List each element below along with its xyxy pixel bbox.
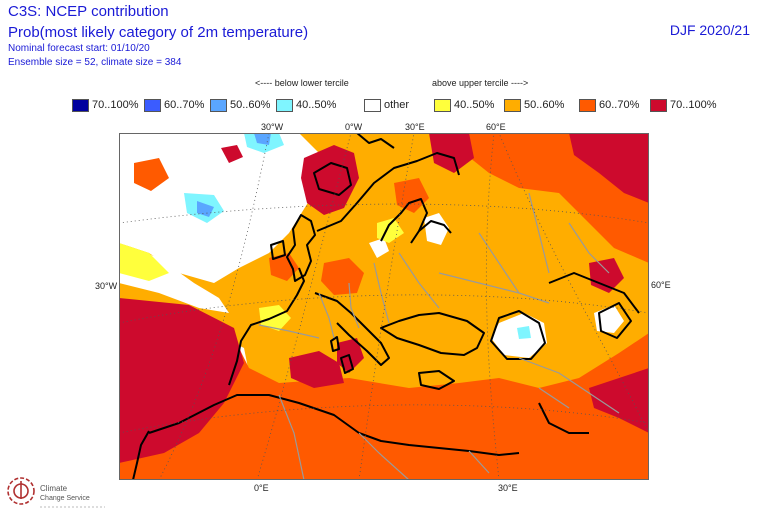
- legend-swatch: [144, 98, 161, 112]
- legend-swatch: [504, 98, 521, 112]
- lon-label-top-30w: 30°W: [261, 122, 284, 132]
- legend-swatch: [276, 98, 293, 112]
- legend-swatch: [434, 98, 451, 112]
- lon-label-bottom-30e: 30°E: [498, 483, 518, 493]
- prob-region-below-50-atlantic: [197, 201, 214, 217]
- below-tercile-label: <---- below lower tercile: [255, 78, 349, 88]
- legend-item: 60..70%: [144, 97, 204, 113]
- legend-label: 70..100%: [92, 99, 139, 111]
- legend-item: 50..60%: [210, 97, 270, 113]
- lon-label-bottom-0e: 0°E: [254, 483, 269, 493]
- legend-label: 70..100%: [670, 99, 717, 111]
- map-subtitle: Prob(most likely category of 2m temperat…: [8, 24, 309, 41]
- prob-region-above-70-siberia: [569, 133, 649, 203]
- copernicus-climate-logo: Climate Change Service: [7, 477, 105, 508]
- map-frame: [119, 133, 649, 480]
- legend-item: 40..50%: [276, 97, 336, 113]
- logo-text-line1: Climate: [40, 484, 68, 493]
- prob-region-above-70-southeast: [589, 368, 649, 433]
- prob-region-above-40-atlantic-1: [119, 243, 169, 281]
- legend-item: 70..100%: [72, 97, 138, 113]
- prob-region-above-70-mediterranean: [289, 351, 344, 388]
- prob-region-below-50-north: [254, 133, 271, 145]
- season-label: DJF 2020/21: [669, 22, 750, 38]
- lon-label-top-60e: 60°E: [486, 122, 506, 132]
- prob-region-above-70-ural: [589, 258, 624, 293]
- legend-item: other: [364, 97, 409, 113]
- map-title: C3S: NCEP contribution: [8, 3, 169, 20]
- lon-label-top-30e: 30°E: [405, 122, 425, 132]
- legend-label: 60..70%: [164, 99, 205, 111]
- country-borders: [258, 192, 620, 480]
- legend-item: 70..100%: [650, 97, 716, 113]
- legend-swatch: [650, 98, 667, 112]
- legend-swatch: [579, 98, 596, 112]
- coastlines: [132, 133, 640, 480]
- nominal-forecast-start: Nominal forecast start: 01/10/20: [8, 43, 150, 54]
- prob-region-above-70-atlantic: [119, 298, 244, 463]
- legend-item: 50..60%: [504, 97, 564, 113]
- graticule: [119, 133, 649, 480]
- prob-region-above-70-tyrrhenian: [337, 338, 364, 373]
- prob-region-above-60-south: [119, 303, 649, 480]
- prob-region-above-60-central: [321, 258, 364, 295]
- legend-item: 60..70%: [579, 97, 639, 113]
- prob-region-above-40-iberia: [259, 305, 291, 331]
- lat-label-right: 60°E: [651, 280, 671, 290]
- prob-region-above-60-west-atlantic: [134, 158, 169, 191]
- prob-region-other-middle: [369, 238, 389, 258]
- legend-label: 50..60%: [524, 99, 565, 111]
- logo-text-line2: Change Service: [40, 495, 90, 502]
- logo-mark-icon: [7, 477, 35, 505]
- probability-map: [119, 133, 649, 480]
- legend-label: 60..70%: [599, 99, 640, 111]
- legend-swatch: [210, 98, 227, 112]
- lon-label-top-0w: 0°W: [345, 122, 363, 132]
- legend-label: 40..50%: [296, 99, 337, 111]
- prob-region-above-70-iceland: [221, 145, 243, 163]
- ensemble-size: Ensemble size = 52, climate size = 384: [8, 57, 182, 68]
- legend-swatch: [72, 98, 89, 112]
- legend-label: other: [384, 99, 410, 111]
- legend-label: 50..60%: [230, 99, 271, 111]
- prob-region-below-40-caspian: [517, 326, 531, 339]
- prob-region-above-70-greenland-sea: [301, 145, 359, 215]
- legend-swatch: [364, 98, 381, 112]
- prob-region-above-70-barents: [429, 133, 474, 173]
- legend-item: 40..50%: [434, 97, 494, 113]
- lat-label-left: 30°W: [95, 281, 118, 291]
- above-tercile-label: above upper tercile ---->: [432, 78, 529, 88]
- legend-label: 40..50%: [454, 99, 495, 111]
- prob-region-above-60-uk: [269, 253, 299, 281]
